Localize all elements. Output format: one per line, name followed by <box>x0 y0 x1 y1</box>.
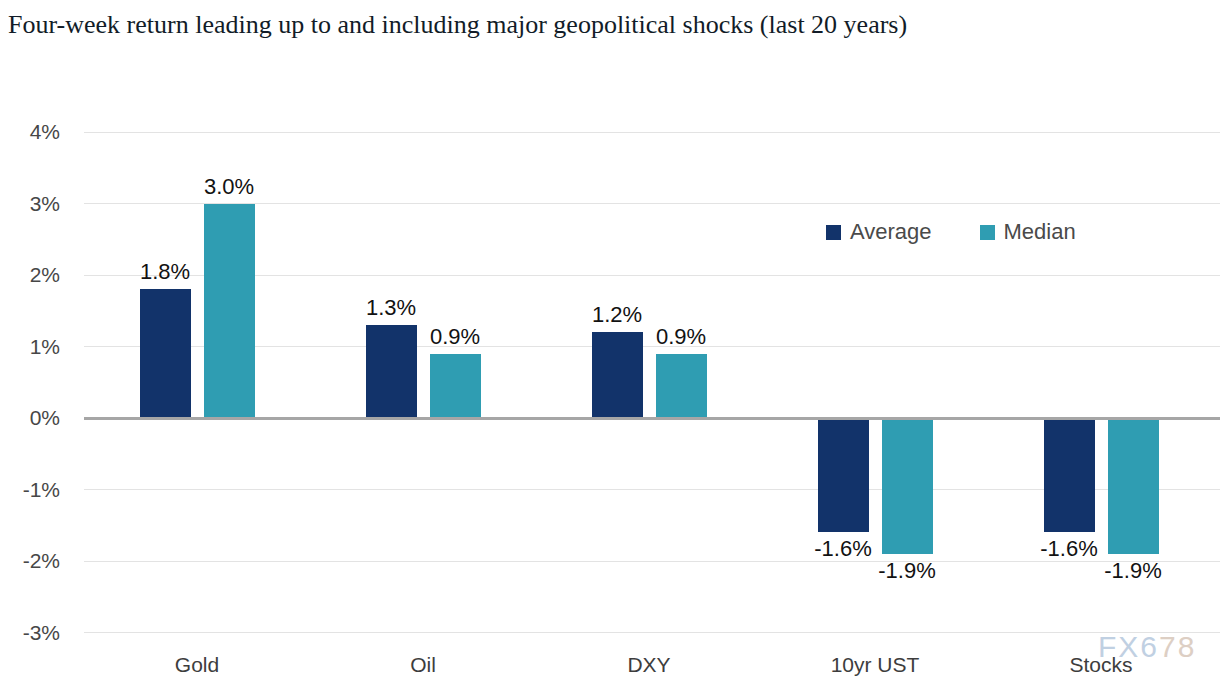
legend-swatch-icon <box>826 225 841 240</box>
y-axis-tick-label: 0% <box>0 405 60 431</box>
bar-median-0 <box>204 204 255 419</box>
bar-median-4 <box>1108 418 1159 554</box>
legend: Average Median <box>826 219 1076 245</box>
data-label: 0.9% <box>626 324 736 350</box>
bar-average-0 <box>140 289 191 418</box>
y-axis-tick-label: 4% <box>0 119 60 145</box>
legend-label: Median <box>1004 219 1076 245</box>
bar-median-3 <box>882 418 933 554</box>
x-axis-category-label: Gold <box>97 652 297 678</box>
data-label: 0.9% <box>400 324 510 350</box>
chart-title: Four-week return leading up to and inclu… <box>8 9 1223 41</box>
y-axis-tick-label: -1% <box>0 477 60 503</box>
chart-canvas: Four-week return leading up to and inclu… <box>0 0 1232 686</box>
data-label: -1.9% <box>1078 558 1188 584</box>
gridline <box>84 632 1220 633</box>
y-axis-tick-label: -3% <box>0 620 60 646</box>
data-label: 3.0% <box>174 174 284 200</box>
y-axis-tick-label: 2% <box>0 262 60 288</box>
bar-median-1 <box>430 354 481 418</box>
legend-label: Average <box>850 219 932 245</box>
data-label: -1.9% <box>852 558 962 584</box>
data-label: 1.3% <box>336 295 446 321</box>
y-axis-tick-label: 3% <box>0 191 60 217</box>
legend-item-median: Median <box>980 219 1076 245</box>
y-axis-tick-label: -2% <box>0 548 60 574</box>
zero-axis-line <box>84 417 1220 420</box>
x-axis-category-label: DXY <box>549 652 749 678</box>
legend-swatch-icon <box>980 225 995 240</box>
watermark-text: 78 <box>1159 630 1196 663</box>
bar-average-4 <box>1044 418 1095 532</box>
watermark-text: FX6 <box>1098 630 1159 663</box>
bar-average-3 <box>818 418 869 532</box>
x-axis-category-label: Oil <box>323 652 523 678</box>
data-label: 1.8% <box>110 259 220 285</box>
bar-median-2 <box>656 354 707 418</box>
watermark: FX678 <box>1098 632 1196 662</box>
gridline <box>84 132 1220 133</box>
x-axis-category-label: 10yr UST <box>775 652 975 678</box>
legend-item-average: Average <box>826 219 932 245</box>
y-axis-tick-label: 1% <box>0 334 60 360</box>
